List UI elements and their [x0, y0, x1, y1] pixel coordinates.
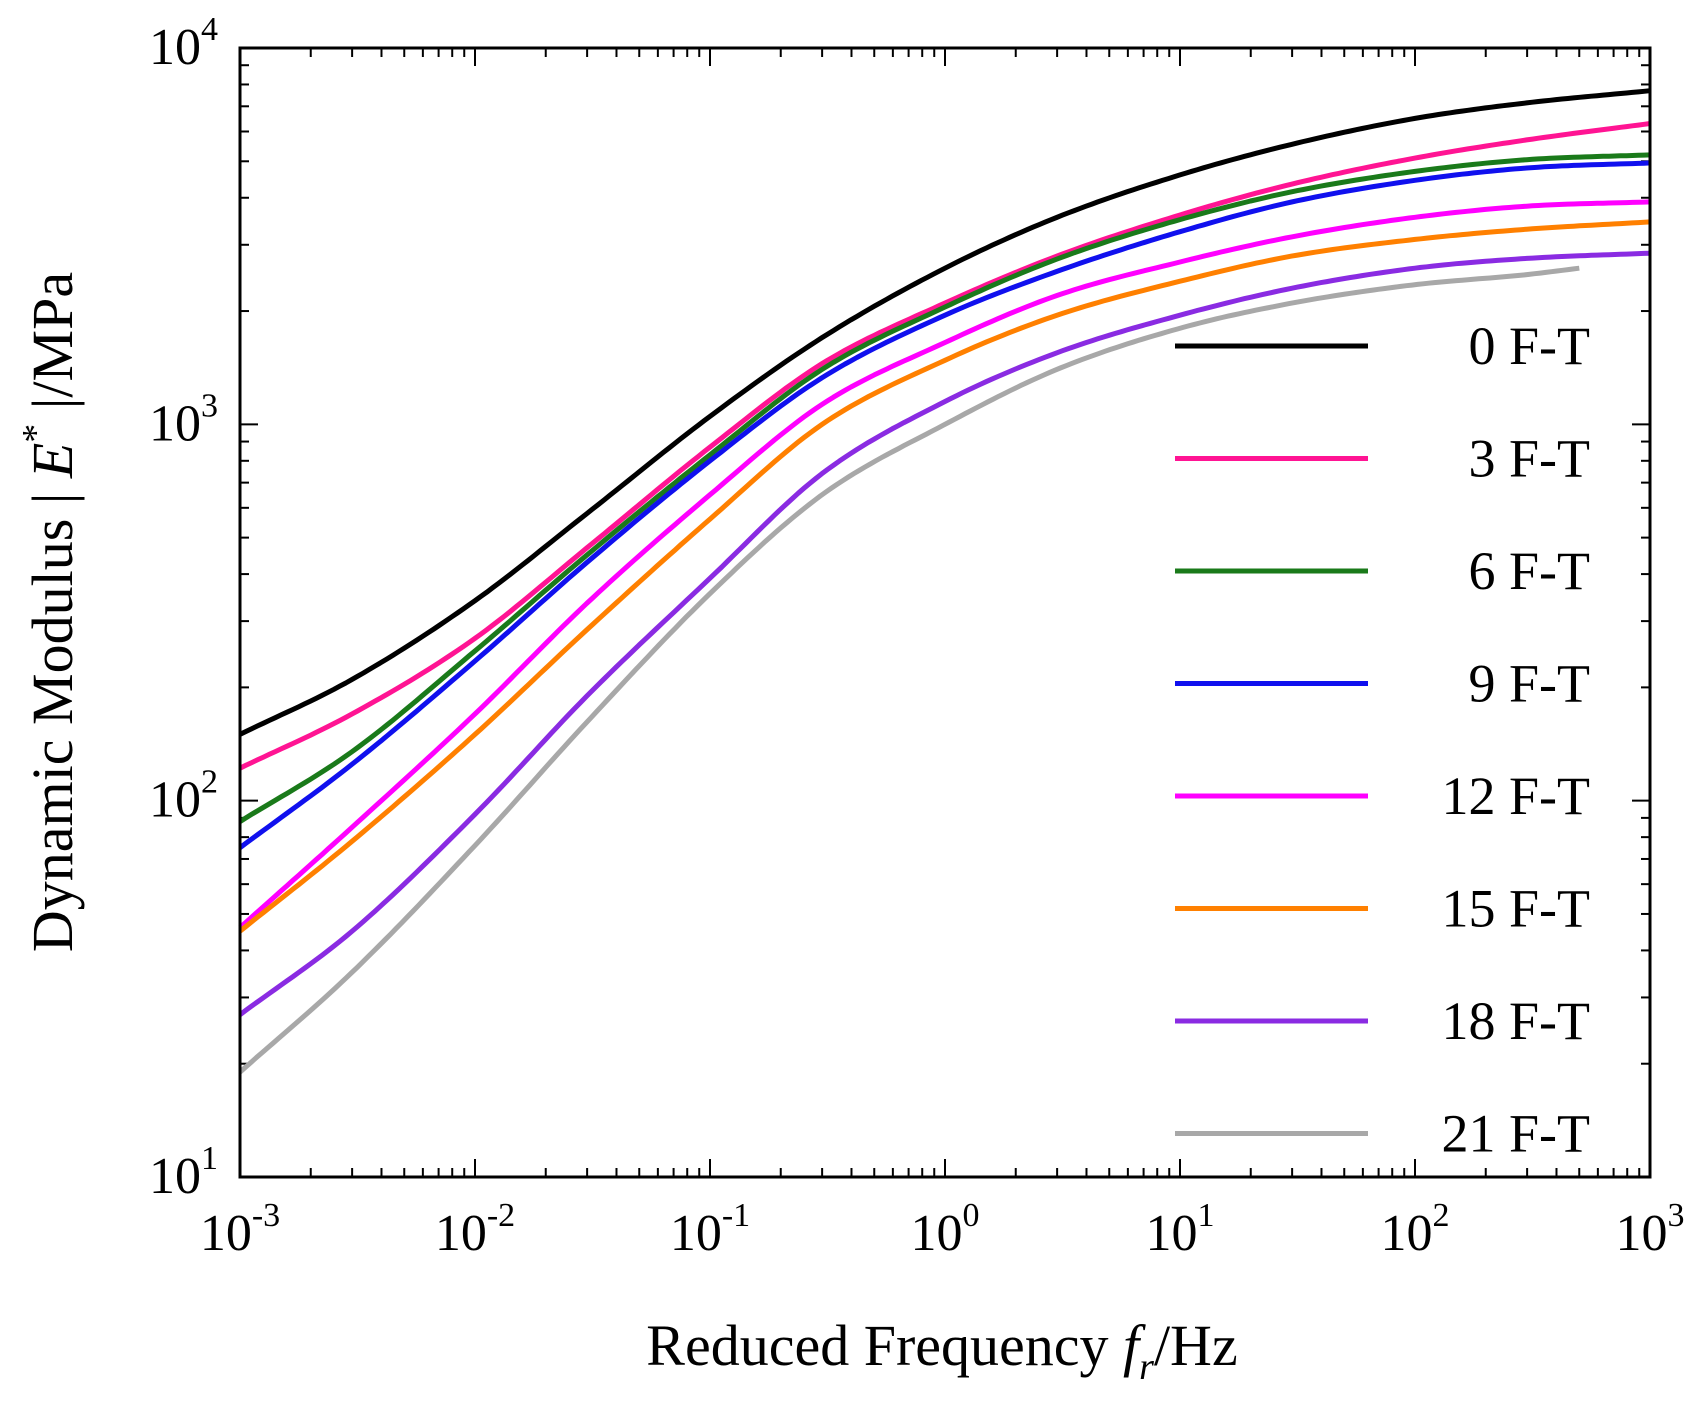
x-axis-title: Reduced Frequency fr/Hz: [646, 1313, 1237, 1388]
series-line-12-f-t: [238, 199, 1651, 930]
legend: 0 F-T 3 F-T 6 F-T 9 F-T 12 F-T 15 F-T 18 F-T 21…: [1175, 316, 1590, 1164]
y-tick-label: 103: [149, 387, 218, 452]
series-line-18-f-t: [238, 250, 1651, 1017]
y-axis-title: Dynamic Modulus | E* |/MPa: [15, 272, 85, 952]
series-line-0-f-t: [238, 88, 1651, 737]
x-tick-label: 102: [1381, 1197, 1450, 1262]
x-tick-label: 101: [1146, 1197, 1215, 1262]
series-line-6-f-t: [238, 152, 1651, 824]
legend-label-0-f-t: 0 F-T: [1469, 316, 1591, 376]
legend-label-9-f-t: 9 F-T: [1469, 654, 1591, 714]
ticks: [239, 47, 1651, 1178]
series-line-9-f-t: [238, 160, 1651, 850]
legend-label-18-f-t: 18 F-T: [1442, 991, 1591, 1051]
series-lines: [238, 88, 1651, 1074]
x-tick-label: 10-2: [435, 1197, 515, 1262]
x-tick-label: 100: [911, 1197, 980, 1262]
legend-label-6-f-t: 6 F-T: [1469, 541, 1591, 601]
y-tick-labels: 101 102 103 104: [149, 11, 218, 1205]
legend-label-3-f-t: 3 F-T: [1469, 429, 1591, 489]
x-tick-label: 10-3: [200, 1197, 280, 1262]
legend-label-12-f-t: 12 F-T: [1442, 766, 1591, 826]
legend-label-21-f-t: 21 F-T: [1442, 1104, 1591, 1164]
series-line-21-f-t: [238, 265, 1580, 1074]
legend-label-15-f-t: 15 F-T: [1442, 879, 1591, 939]
plot-frame: [238, 46, 1652, 1179]
x-tick-labels: 10-3 10-2 10-1 100 101 102 103: [200, 1197, 1685, 1262]
x-tick-label: 10-1: [670, 1197, 750, 1262]
y-tick-label: 101: [149, 1140, 218, 1205]
x-tick-label: 103: [1616, 1197, 1685, 1262]
series-line-3-f-t: [238, 121, 1651, 771]
series-line-15-f-t: [238, 219, 1651, 934]
y-tick-label: 104: [149, 11, 218, 76]
y-tick-label: 102: [149, 764, 218, 829]
